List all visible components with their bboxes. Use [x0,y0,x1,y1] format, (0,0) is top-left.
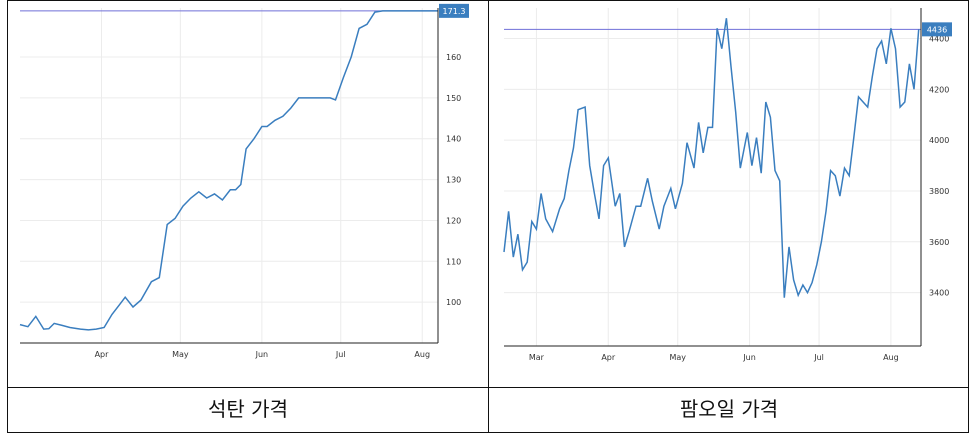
coal-y-tick-label: 150 [446,94,461,103]
palm-oil-x-tick-label: Mar [529,353,545,362]
coal-y-tick-label: 110 [446,257,461,266]
palm-oil-caption: 팜오일 가격 [680,397,778,421]
coal-last-value-badge [439,3,469,18]
palm-oil-y-tick-label: 3400 [929,289,949,298]
palm-oil-y-ticks: 3400 3600 3800 4000 4200 4400 [929,34,949,297]
palm-oil-price-line [503,18,920,298]
palm-oil-last-value-badge [922,22,952,37]
palm-oil-y-tick-label: 3800 [929,187,949,196]
coal-y-tick-label: 140 [446,135,461,144]
coal-price-chart: Apr May Jun Jul Aug 100 110 120 130 140 150 160 17… [19,3,469,421]
coal-price-line [19,10,438,331]
coal-y-tick-label: 120 [446,216,461,225]
palm-oil-y-tick-label: 4000 [929,136,949,145]
palm-oil-x-tick-label: Aug [883,353,899,362]
coal-x-tick-label: Jun [255,350,269,359]
palm-oil-last-value-label: 4436 [927,25,947,34]
palm-oil-x-tick-label: May [669,353,686,362]
coal-y-tick-label: 130 [446,176,461,185]
coal-x-tick-label: Aug [414,350,430,359]
palm-oil-x-tick-label: Jun [742,353,756,362]
coal-x-tick-label: Jul [335,350,346,359]
coal-chart-grid [20,8,438,343]
palm-oil-price-chart: Mar Apr May Jun Jul Aug 3400 3600 3800 4000 4200 4… [503,8,952,421]
coal-y-tick-label: 160 [446,53,461,62]
palm-oil-x-tick-label: Jul [813,353,824,362]
coal-y-ticks: 100 110 120 130 140 150 160 [446,53,461,307]
palm-oil-y-tick-label: 4200 [929,85,949,94]
palm-oil-x-ticks: Mar Apr May Jun Jul Aug [529,353,899,362]
palm-oil-x-tick-label: Apr [601,353,616,362]
palm-oil-y-tick-label: 3600 [929,238,949,247]
coal-caption: 석탄 가격 [208,397,288,421]
palm-oil-y-tick-label: 4400 [929,34,949,43]
coal-last-value-label: 171.3 [443,7,466,16]
coal-y-tick-label: 100 [446,298,461,307]
coal-x-tick-label: May [172,350,189,359]
palm-oil-chart-grid [504,8,921,346]
coal-x-ticks: Apr May Jun Jul Aug [95,350,430,359]
coal-x-tick-label: Apr [95,350,110,359]
